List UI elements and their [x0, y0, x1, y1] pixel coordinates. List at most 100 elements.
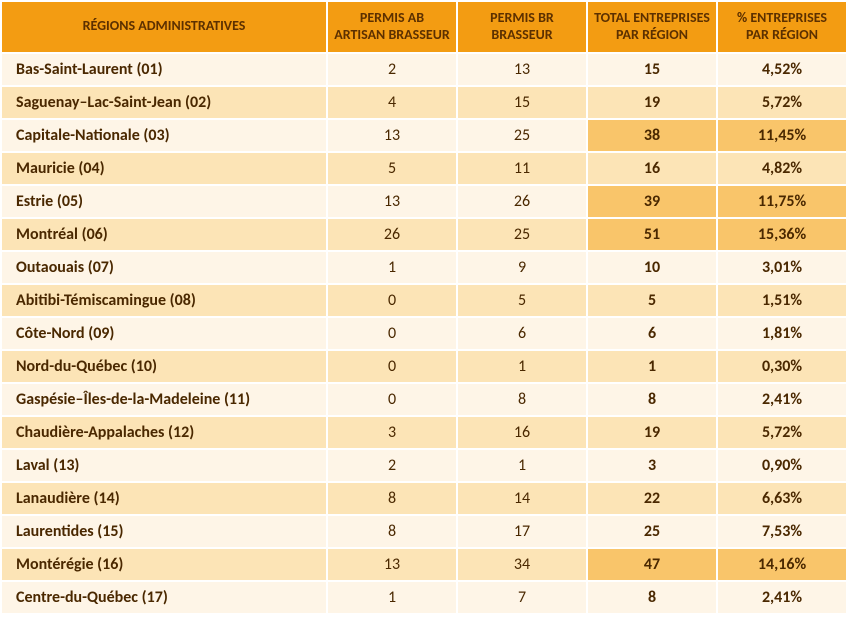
col-header-total: TOTAL ENTREPRISES PAR RÉGION: [587, 1, 717, 53]
total-cell: 6: [587, 317, 717, 350]
br-cell: 1: [457, 350, 587, 383]
ab-cell: 4: [327, 86, 457, 119]
region-cell: Laurentides (15): [1, 515, 327, 548]
col-header-percent: % ENTREPRISES PAR RÉGION: [717, 1, 846, 53]
ab-cell: 26: [327, 218, 457, 251]
table-row: Laval (13)2130,90%: [1, 449, 846, 482]
percent-cell: 11,45%: [717, 119, 846, 152]
region-cell: Estrie (05): [1, 185, 327, 218]
br-cell: 25: [457, 119, 587, 152]
region-cell: Bas-Saint-Laurent (01): [1, 53, 327, 86]
ab-cell: 13: [327, 548, 457, 581]
percent-cell: 5,72%: [717, 416, 846, 449]
ab-cell: 0: [327, 383, 457, 416]
region-cell: Lanaudière (14): [1, 482, 327, 515]
percent-cell: 1,81%: [717, 317, 846, 350]
ab-cell: 0: [327, 284, 457, 317]
region-cell: Saguenay–Lac-Saint-Jean (02): [1, 86, 327, 119]
region-cell: Chaudière-Appalaches (12): [1, 416, 327, 449]
col-header-br: PERMIS BR BRASSEUR: [457, 1, 587, 53]
br-cell: 26: [457, 185, 587, 218]
total-cell: 22: [587, 482, 717, 515]
percent-cell: 14,16%: [717, 548, 846, 581]
table-row: Saguenay–Lac-Saint-Jean (02)415195,72%: [1, 86, 846, 119]
br-cell: 17: [457, 515, 587, 548]
ab-cell: 13: [327, 119, 457, 152]
total-cell: 25: [587, 515, 717, 548]
regions-table: RÉGIONS ADMINISTRATIVES PERMIS AB ARTISA…: [0, 0, 846, 615]
table-row: Estrie (05)13263911,75%: [1, 185, 846, 218]
br-cell: 13: [457, 53, 587, 86]
table-row: Montréal (06)26255115,36%: [1, 218, 846, 251]
br-cell: 1: [457, 449, 587, 482]
ab-cell: 13: [327, 185, 457, 218]
br-cell: 15: [457, 86, 587, 119]
total-cell: 1: [587, 350, 717, 383]
table-body: Bas-Saint-Laurent (01)213154,52%Saguenay…: [1, 53, 846, 614]
table-row: Mauricie (04)511164,82%: [1, 152, 846, 185]
percent-cell: 4,52%: [717, 53, 846, 86]
region-cell: Côte-Nord (09): [1, 317, 327, 350]
total-cell: 8: [587, 581, 717, 614]
table-row: Côte-Nord (09)0661,81%: [1, 317, 846, 350]
region-cell: Laval (13): [1, 449, 327, 482]
percent-cell: 4,82%: [717, 152, 846, 185]
total-cell: 19: [587, 86, 717, 119]
br-cell: 5: [457, 284, 587, 317]
percent-cell: 0,30%: [717, 350, 846, 383]
region-cell: Nord-du-Québec (10): [1, 350, 327, 383]
ab-cell: 8: [327, 482, 457, 515]
total-cell: 19: [587, 416, 717, 449]
region-cell: Abitibi-Témiscamingue (08): [1, 284, 327, 317]
ab-cell: 0: [327, 350, 457, 383]
table-row: Capitale-Nationale (03)13253811,45%: [1, 119, 846, 152]
ab-cell: 5: [327, 152, 457, 185]
table-row: Centre-du-Québec (17)1782,41%: [1, 581, 846, 614]
percent-cell: 1,51%: [717, 284, 846, 317]
total-cell: 39: [587, 185, 717, 218]
percent-cell: 3,01%: [717, 251, 846, 284]
total-cell: 8: [587, 383, 717, 416]
table-row: Lanaudière (14)814226,63%: [1, 482, 846, 515]
percent-cell: 15,36%: [717, 218, 846, 251]
ab-cell: 8: [327, 515, 457, 548]
percent-cell: 5,72%: [717, 86, 846, 119]
total-cell: 51: [587, 218, 717, 251]
br-cell: 14: [457, 482, 587, 515]
ab-cell: 2: [327, 449, 457, 482]
table-row: Montérégie (16)13344714,16%: [1, 548, 846, 581]
table-row: Outaouais (07)19103,01%: [1, 251, 846, 284]
total-cell: 15: [587, 53, 717, 86]
br-cell: 34: [457, 548, 587, 581]
total-cell: 16: [587, 152, 717, 185]
percent-cell: 7,53%: [717, 515, 846, 548]
percent-cell: 11,75%: [717, 185, 846, 218]
percent-cell: 6,63%: [717, 482, 846, 515]
table-header-row: RÉGIONS ADMINISTRATIVES PERMIS AB ARTISA…: [1, 1, 846, 53]
table-row: Abitibi-Témiscamingue (08)0551,51%: [1, 284, 846, 317]
total-cell: 3: [587, 449, 717, 482]
table-row: Chaudière-Appalaches (12)316195,72%: [1, 416, 846, 449]
total-cell: 10: [587, 251, 717, 284]
ab-cell: 0: [327, 317, 457, 350]
ab-cell: 1: [327, 581, 457, 614]
br-cell: 25: [457, 218, 587, 251]
ab-cell: 3: [327, 416, 457, 449]
table-row: Nord-du-Québec (10)0110,30%: [1, 350, 846, 383]
br-cell: 8: [457, 383, 587, 416]
table-row: Laurentides (15)817257,53%: [1, 515, 846, 548]
total-cell: 47: [587, 548, 717, 581]
br-cell: 9: [457, 251, 587, 284]
region-cell: Outaouais (07): [1, 251, 327, 284]
br-cell: 6: [457, 317, 587, 350]
col-header-region: RÉGIONS ADMINISTRATIVES: [1, 1, 327, 53]
total-cell: 5: [587, 284, 717, 317]
region-cell: Mauricie (04): [1, 152, 327, 185]
table-row: Gaspésie–Îles-de-la-Madeleine (11)0882,4…: [1, 383, 846, 416]
br-cell: 11: [457, 152, 587, 185]
region-cell: Gaspésie–Îles-de-la-Madeleine (11): [1, 383, 327, 416]
region-cell: Centre-du-Québec (17): [1, 581, 327, 614]
region-cell: Montréal (06): [1, 218, 327, 251]
col-header-ab: PERMIS AB ARTISAN BRASSEUR: [327, 1, 457, 53]
region-cell: Montérégie (16): [1, 548, 327, 581]
